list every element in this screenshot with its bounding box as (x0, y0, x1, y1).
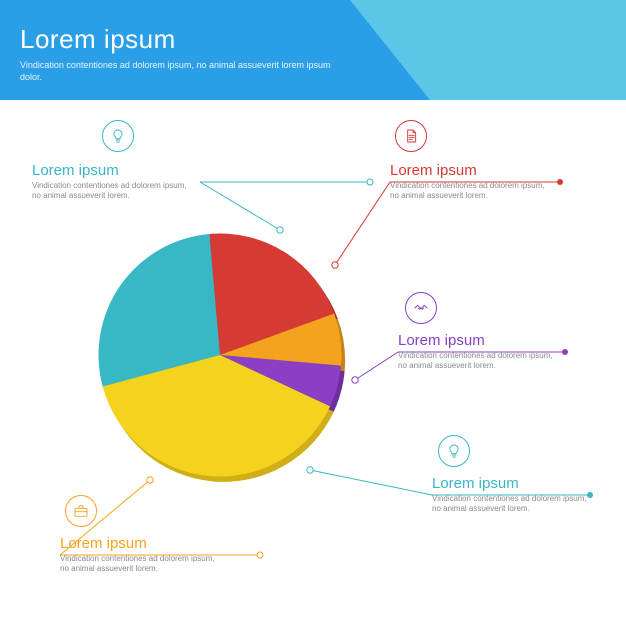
chart-canvas: Lorem ipsum Vindication contentiones ad d… (0, 100, 626, 626)
callout-title: Lorem ipsum (432, 475, 592, 492)
callout-top-right: Lorem ipsum Vindication contentiones ad d… (390, 162, 550, 201)
callout-body: Vindication contentiones ad dolorem ipsu… (390, 181, 550, 201)
callout-title: Lorem ipsum (32, 162, 192, 179)
callout-body: Vindication contentiones ad dolorem ipsu… (32, 181, 192, 201)
callout-right-bottom: Lorem ipsum Vindication contentiones ad d… (432, 475, 592, 514)
callout-title: Lorem ipsum (60, 535, 220, 552)
callout-bottom-left: Lorem ipsum Vindication contentiones ad d… (60, 535, 220, 574)
page-subtitle: Vindication contentiones ad dolorem ipsu… (20, 60, 350, 83)
callout-right-mid: Lorem ipsum Vindication contentiones ad d… (398, 332, 558, 371)
document-icon (395, 120, 427, 152)
lightbulb-icon (102, 120, 134, 152)
header-banner: Lorem ipsum Vindication contentiones ad … (0, 0, 626, 100)
callout-body: Vindication contentiones ad dolorem ipsu… (60, 554, 220, 574)
callout-body: Vindication contentiones ad dolorem ipsu… (432, 494, 592, 514)
callout-title: Lorem ipsum (398, 332, 558, 349)
page-title: Lorem ipsum (20, 24, 606, 55)
callout-title: Lorem ipsum (390, 162, 550, 179)
handshake-icon (405, 292, 437, 324)
lightbulb-icon (438, 435, 470, 467)
briefcase-icon (65, 495, 97, 527)
callout-body: Vindication contentiones ad dolorem ipsu… (398, 351, 558, 371)
callout-top-left: Lorem ipsum Vindication contentiones ad d… (32, 162, 192, 201)
pie-chart (85, 220, 355, 490)
